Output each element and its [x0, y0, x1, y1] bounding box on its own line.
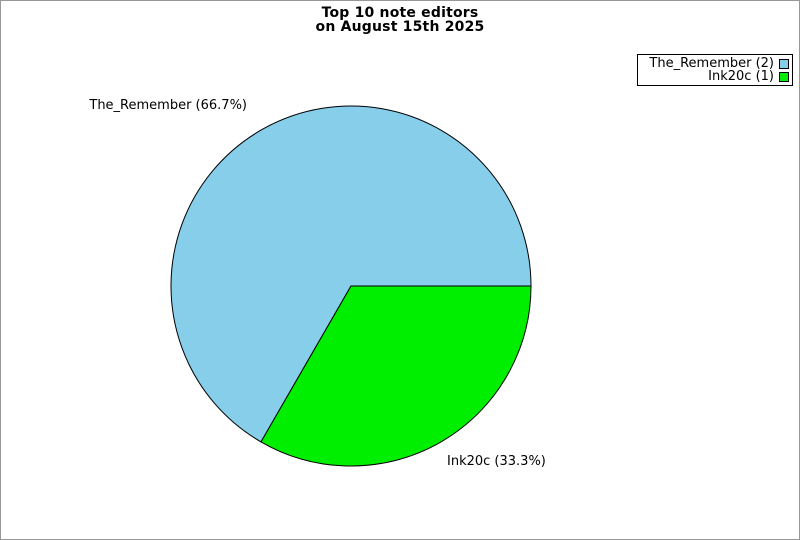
pie-slice-ink20c: [260, 285, 532, 467]
slice-label-ink20c: Ink20c (33.3%): [447, 454, 546, 469]
slice-label-the-remember: The_Remember (66.7%): [89, 98, 247, 113]
legend: The_Remember (2) Ink20c (1): [637, 54, 793, 86]
pie-slice-the-remember: [170, 105, 532, 443]
legend-label-the-remember: The_Remember (2): [649, 56, 774, 71]
legend-swatch-the-remember: [779, 58, 789, 69]
legend-swatch-ink20c: [779, 71, 789, 82]
chart-title-line2: on August 15th 2025: [315, 19, 485, 35]
chart-title: Top 10 note editors on August 15th 2025: [1, 6, 799, 34]
legend-item-ink20c: Ink20c (1): [638, 70, 792, 83]
legend-label-ink20c: Ink20c (1): [708, 69, 774, 84]
chart-title-line1: Top 10 note editors: [321, 5, 479, 21]
legend-item-the-remember: The_Remember (2): [638, 57, 792, 70]
